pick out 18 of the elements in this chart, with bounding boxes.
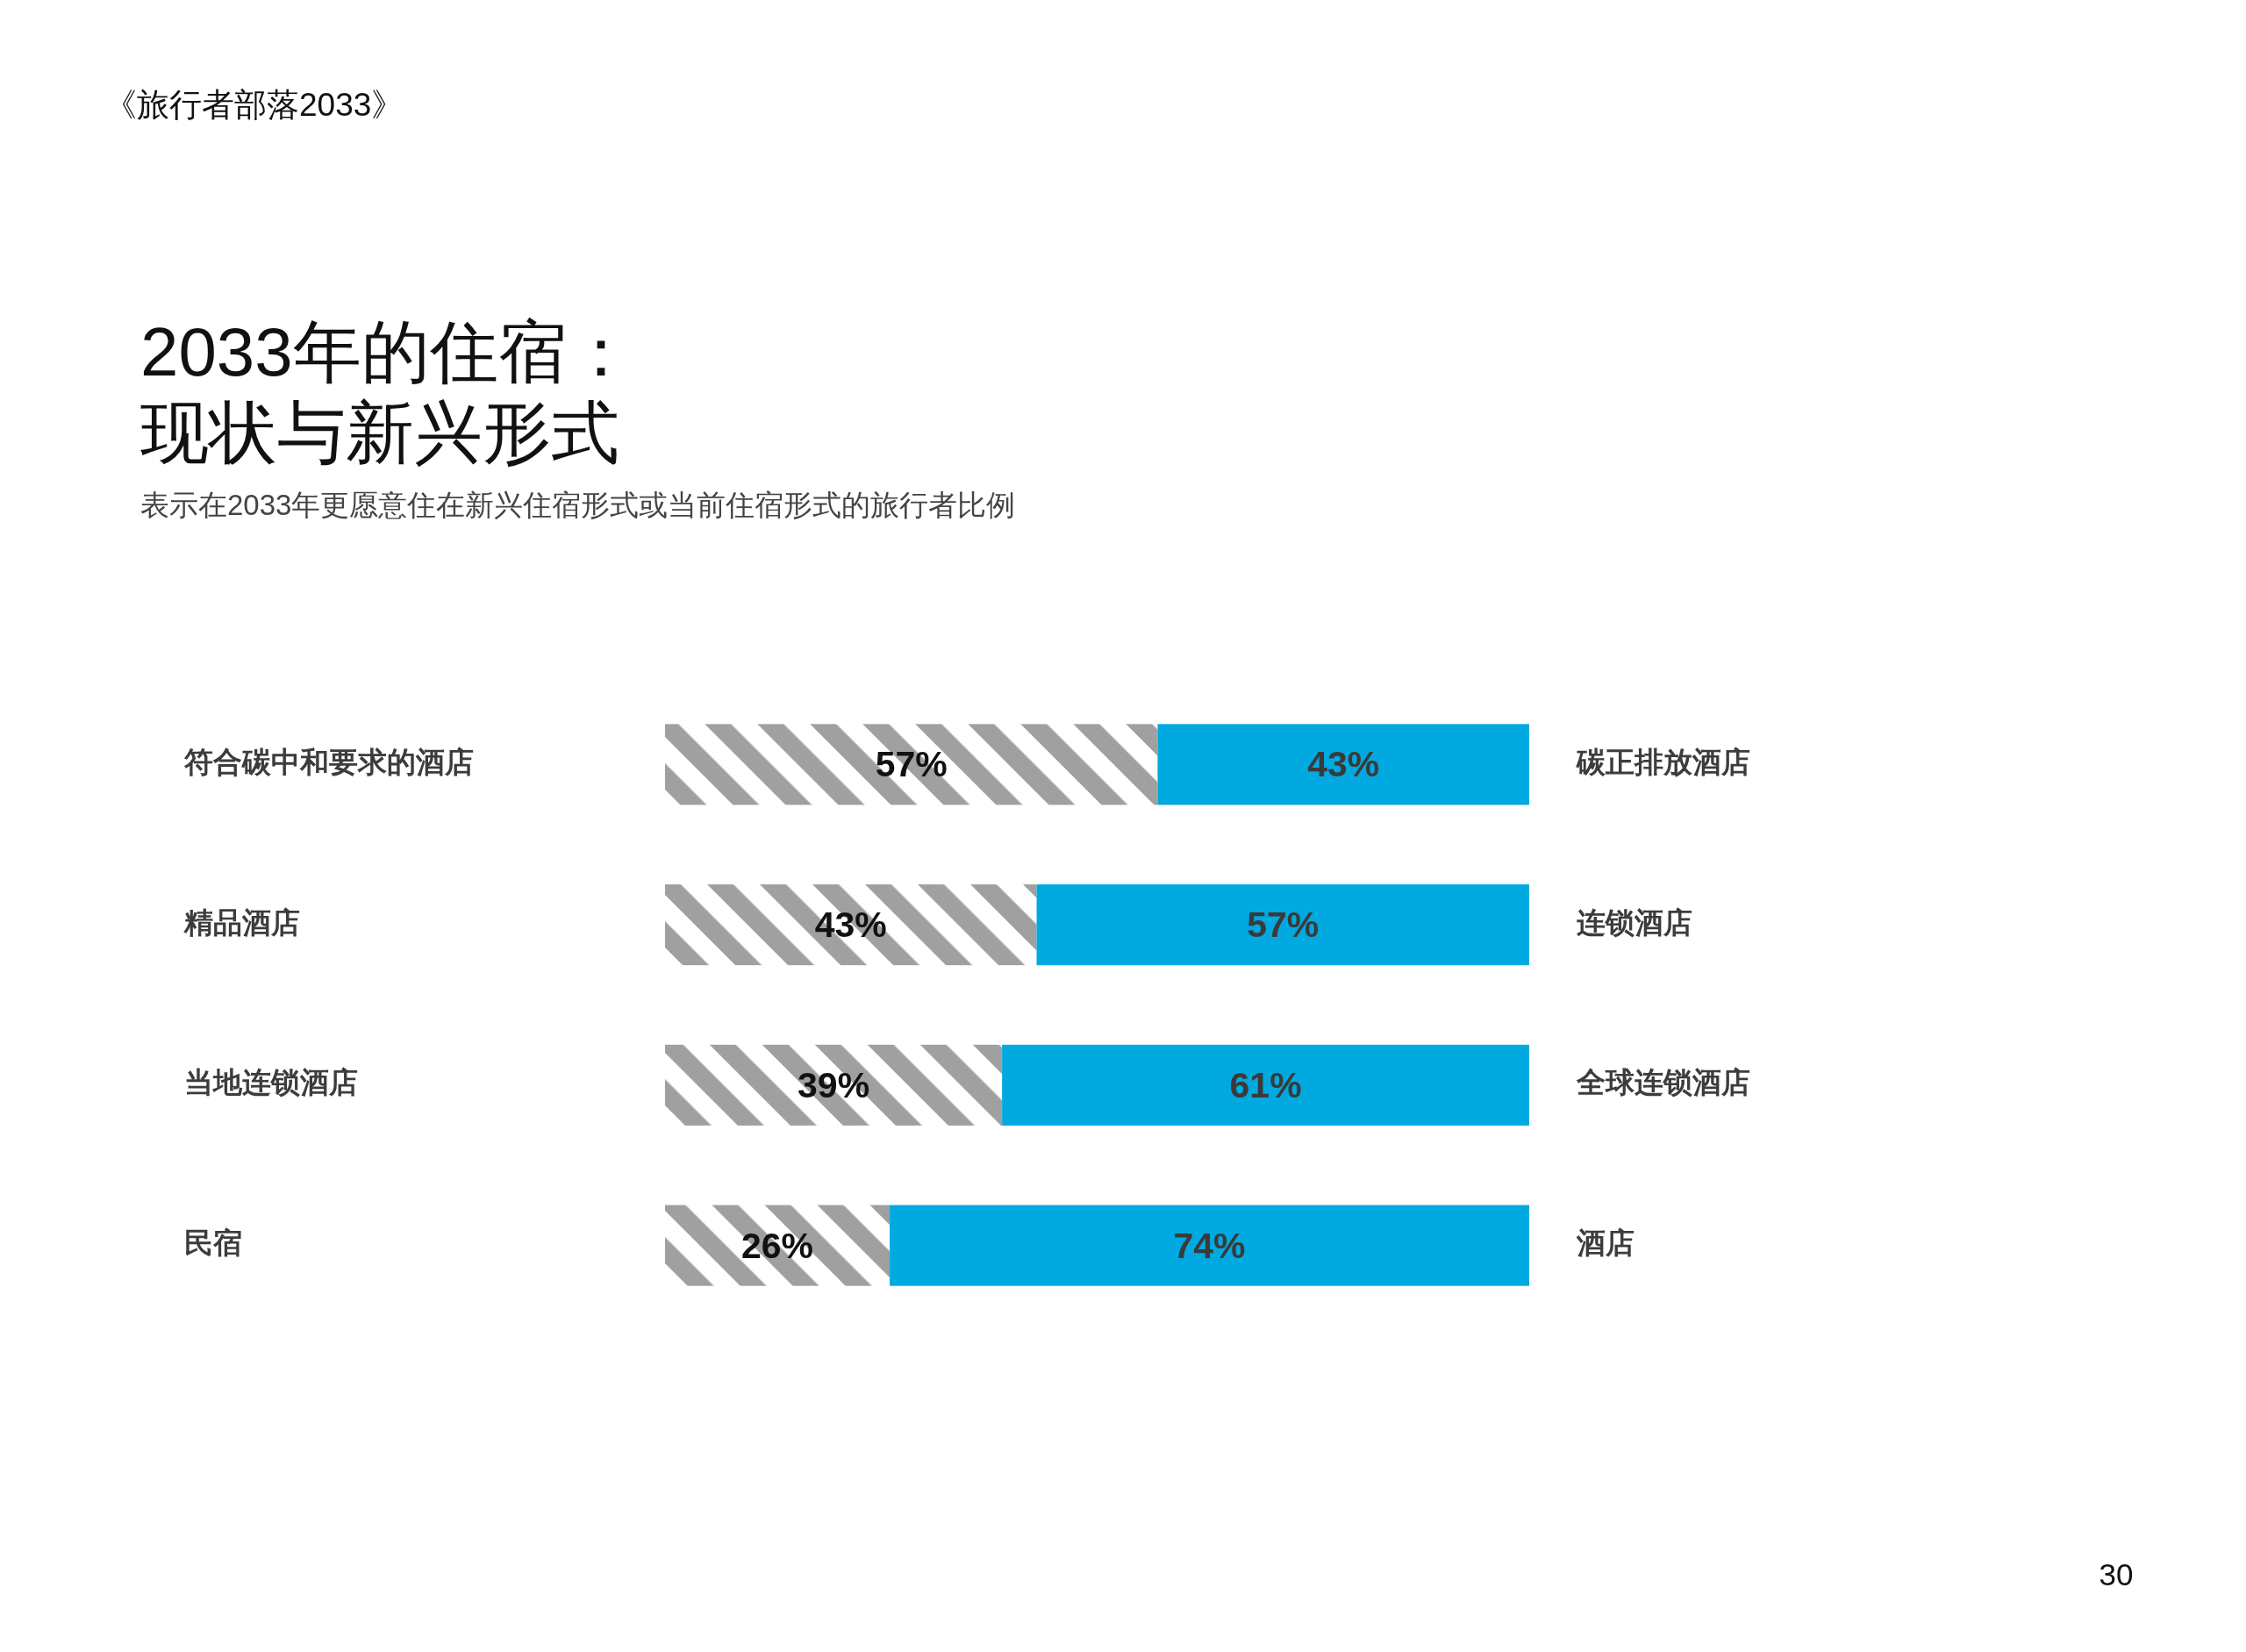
category-label-right: 碳正排放酒店 — [1577, 745, 1750, 778]
category-label: 符合碳中和要求的酒店 — [184, 745, 474, 778]
category-label-right: 全球连锁酒店 — [1577, 1066, 1750, 1099]
data-label: 57% — [875, 744, 948, 785]
annotation: 30 — [2099, 1557, 2134, 1591]
data-label: 57% — [1247, 905, 1320, 946]
category-label: 民宿 — [184, 1226, 242, 1260]
title: 2033年的住宿：现状与新兴形式 — [140, 313, 635, 471]
data-label: 74% — [1173, 1225, 1246, 1266]
category-label-right: 酒店 — [1577, 1226, 1634, 1260]
data-label: 61% — [1229, 1064, 1302, 1105]
category-label-right: 连锁酒店 — [1577, 905, 1692, 939]
data-label: 43% — [1307, 744, 1380, 785]
category-label: 精品酒店 — [184, 905, 300, 939]
category-label: 当地连锁酒店 — [184, 1066, 358, 1099]
data-label: 26% — [741, 1225, 814, 1266]
subtitle: 表示在2033年更愿意住在新兴住宿形式或当前住宿形式的旅行者比例 — [140, 489, 1016, 521]
annotation: 《旅行者部落2033》 — [104, 87, 404, 123]
